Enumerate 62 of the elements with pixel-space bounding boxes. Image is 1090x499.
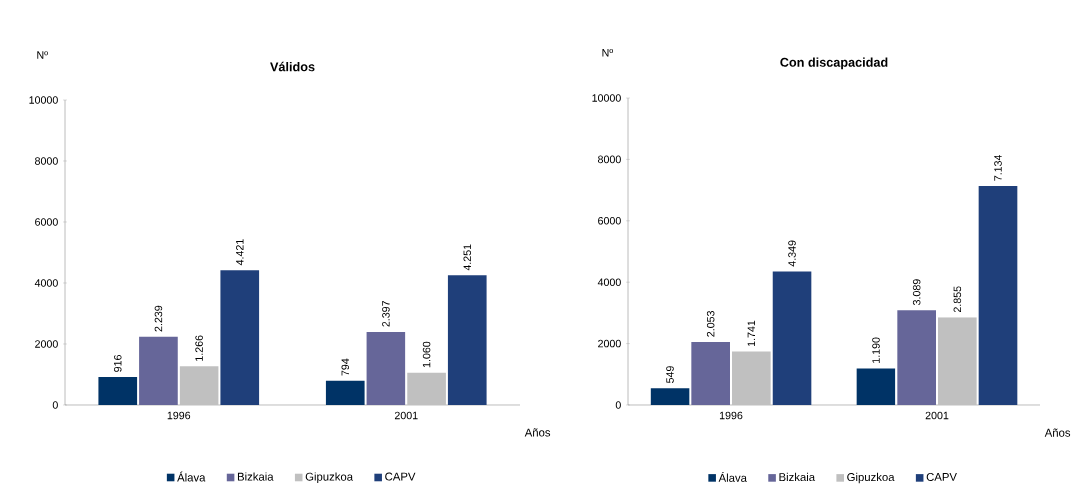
data-label: 7.134 (994, 154, 1002, 181)
data-label: 4.349 (788, 240, 796, 267)
data-label: 4.421 (236, 239, 244, 266)
data-label: 2.397 (382, 301, 390, 327)
y-tick-label: 10000 (29, 96, 58, 104)
x-tick-label: 1996 (167, 411, 191, 420)
y-tick-label: 8000 (598, 155, 621, 164)
bar (139, 336, 178, 405)
legend-label: Gipuzkoa (847, 472, 895, 484)
y-axis-title: Nº (602, 48, 614, 57)
legend-label: Bizkaia (237, 472, 274, 481)
x-tick-label: 2001 (925, 411, 949, 420)
bar (732, 351, 771, 405)
legend-label: Gipuzkoa (305, 472, 354, 483)
bar (856, 368, 896, 405)
data-label: 2.855 (953, 286, 962, 313)
bar (772, 271, 812, 405)
legend-label: CAPV (926, 472, 957, 481)
bar (179, 366, 219, 405)
data-label: 4.251 (463, 244, 472, 271)
chart-title: Válidos (270, 61, 315, 72)
y-axis-title: Nº (37, 51, 48, 59)
bar (447, 275, 487, 405)
data-label: 916 (113, 355, 122, 372)
bar (978, 185, 1018, 405)
y-tick-label: 8000 (35, 157, 58, 165)
data-label: 1.741 (747, 320, 755, 347)
y-tick-label: 2000 (598, 339, 621, 348)
y-tick-label: 4000 (597, 278, 621, 286)
y-tick-label: 0 (52, 401, 58, 409)
y-tick-label: 10000 (592, 94, 621, 102)
data-label: 1.266 (195, 335, 203, 361)
x-axis-title: Años (1044, 428, 1071, 437)
bar (220, 270, 260, 405)
legend-label: Bizkaia (779, 472, 816, 482)
data-label: 1.060 (422, 341, 431, 368)
data-label: 1.190 (872, 337, 880, 363)
bar (938, 317, 977, 405)
legend-label: CAPV (385, 472, 416, 481)
y-tick-label: 6000 (598, 217, 621, 225)
data-label: 549 (666, 366, 674, 383)
bar (98, 377, 138, 405)
data-label: 794 (341, 358, 350, 376)
y-tick-label: 6000 (35, 218, 58, 226)
x-tick-label: 1996 (719, 411, 743, 420)
bar (691, 341, 730, 405)
y-tick-label: 4000 (34, 279, 58, 287)
data-label: 3.089 (912, 279, 921, 306)
x-tick-label: 2001 (394, 411, 418, 420)
data-label: 2.053 (706, 311, 715, 337)
bar (407, 372, 446, 405)
chart-title: Con discapacidad (780, 57, 888, 70)
legend-label: Álava (718, 471, 747, 482)
y-tick-label: 2000 (35, 340, 58, 348)
bar (366, 331, 406, 405)
bar (325, 380, 365, 405)
data-label: 2.239 (154, 305, 163, 332)
bar (897, 310, 936, 405)
x-axis-title: Años (524, 428, 551, 437)
legend-label: Álava (177, 471, 206, 482)
y-tick-label: 0 (615, 401, 621, 409)
bar (650, 388, 690, 405)
